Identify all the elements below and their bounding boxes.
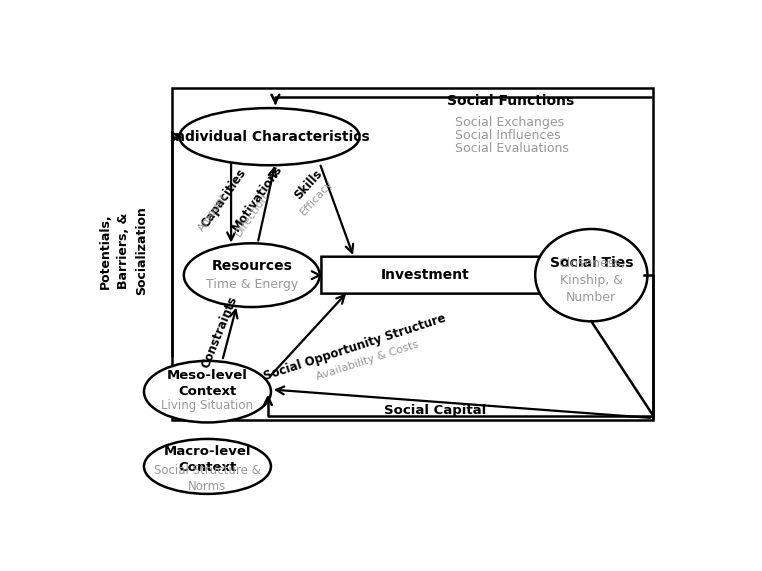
Text: Time & Energy: Time & Energy xyxy=(206,278,298,291)
Text: Individual Characteristics: Individual Characteristics xyxy=(170,130,370,144)
Text: Social Capital: Social Capital xyxy=(384,404,486,417)
Text: Living Situation: Living Situation xyxy=(162,399,254,412)
Ellipse shape xyxy=(184,243,320,307)
Text: Efficacy: Efficacy xyxy=(298,177,335,216)
Text: Social Opportunity Structure: Social Opportunity Structure xyxy=(262,312,448,383)
Text: Macro-level
Context: Macro-level Context xyxy=(164,445,251,475)
Text: Resources: Resources xyxy=(211,259,292,274)
Text: Capacities: Capacities xyxy=(199,166,249,230)
Bar xyxy=(172,89,653,420)
Text: Motivations: Motivations xyxy=(230,163,285,234)
Text: Social Evaluations: Social Evaluations xyxy=(456,142,569,155)
Text: Social Exchanges: Social Exchanges xyxy=(456,116,565,128)
Text: Amount: Amount xyxy=(197,192,230,234)
Text: Direction: Direction xyxy=(233,191,271,238)
Ellipse shape xyxy=(144,439,271,494)
Polygon shape xyxy=(322,257,558,293)
Text: Potentials,
Barriers, &
Socialization: Potentials, Barriers, & Socialization xyxy=(99,207,148,295)
Text: Availability & Costs: Availability & Costs xyxy=(315,340,419,382)
Text: Skills: Skills xyxy=(291,167,325,203)
Ellipse shape xyxy=(535,229,648,321)
Text: Meso-level
Context: Meso-level Context xyxy=(167,369,248,398)
Text: Constraints: Constraints xyxy=(199,295,239,370)
Text: Social Ties: Social Ties xyxy=(549,256,633,270)
Text: Social Structure &
Norms: Social Structure & Norms xyxy=(154,464,261,493)
Text: Investment: Investment xyxy=(380,268,469,282)
Ellipse shape xyxy=(144,361,271,423)
Text: Closeness,
Kinship, &
Number: Closeness, Kinship, & Number xyxy=(558,257,625,304)
Text: Social Functions: Social Functions xyxy=(447,94,574,107)
Ellipse shape xyxy=(179,108,360,165)
Text: Social Influences: Social Influences xyxy=(456,129,561,142)
